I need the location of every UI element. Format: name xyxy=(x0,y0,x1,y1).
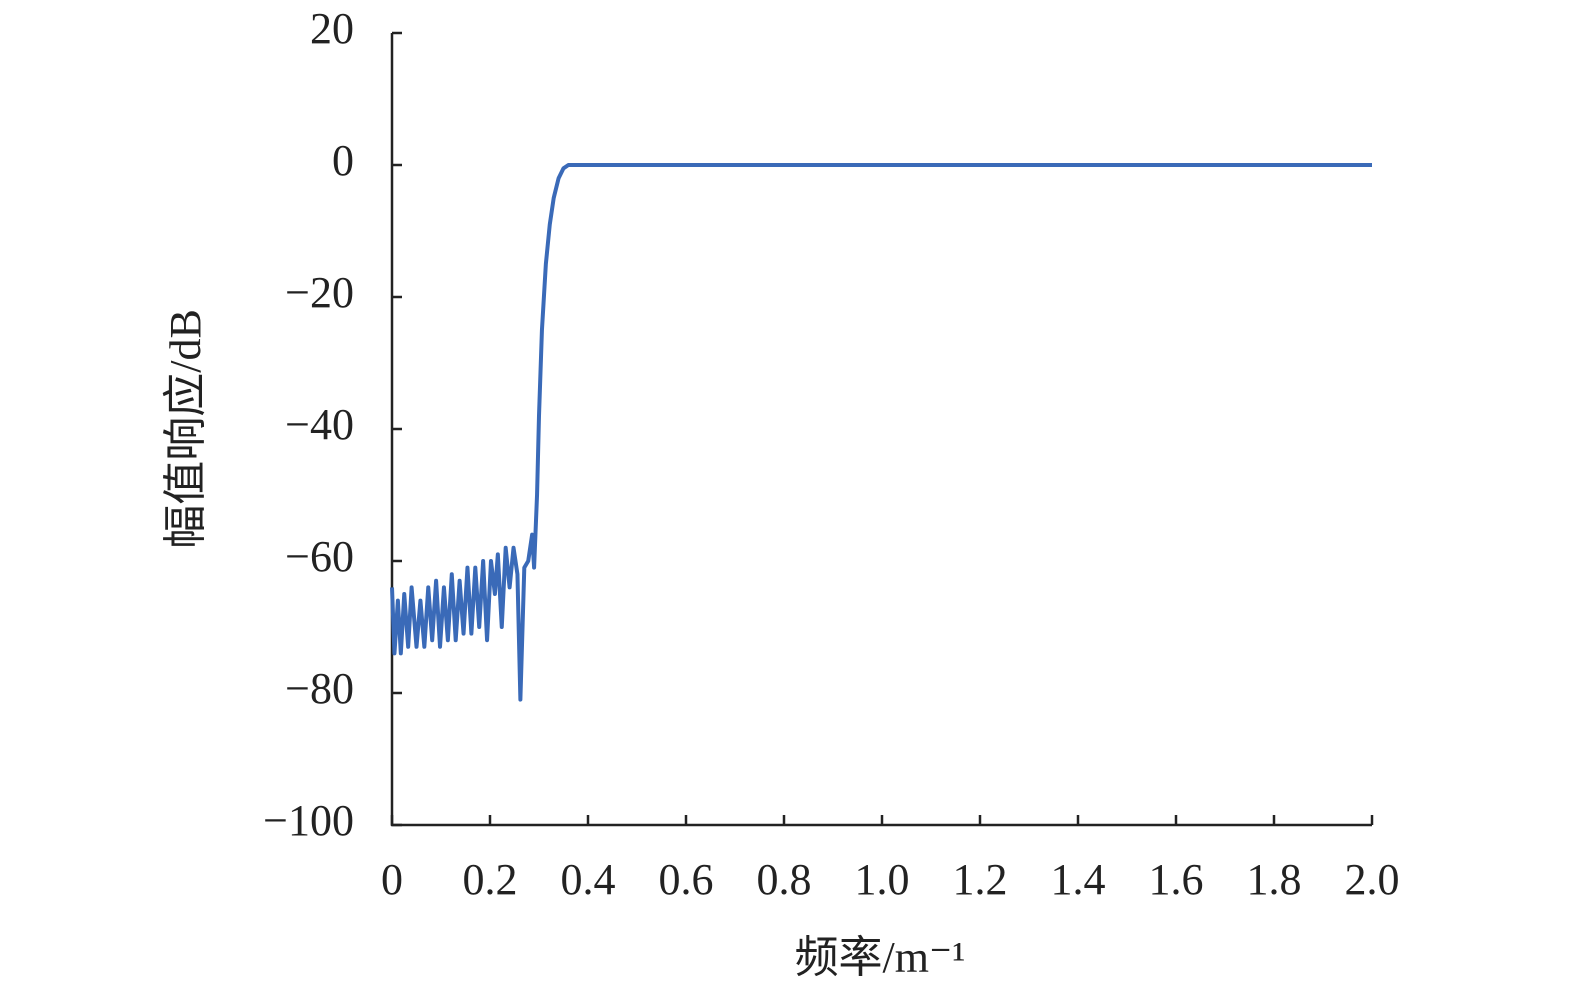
x-axis-label: 频率/m⁻¹ xyxy=(795,933,966,982)
x-tick-label: 0.4 xyxy=(561,855,616,904)
x-tick-label: 0.2 xyxy=(463,855,518,904)
x-tick-label: 0.6 xyxy=(659,855,714,904)
y-tick-label: −80 xyxy=(285,664,354,713)
x-tick-label: 1.4 xyxy=(1051,855,1106,904)
x-tick-label: 0.8 xyxy=(757,855,812,904)
x-tick-label: 1.2 xyxy=(953,855,1008,904)
x-tick-label: 0 xyxy=(381,855,403,904)
x-tick-label: 1.0 xyxy=(855,855,910,904)
data-line xyxy=(390,163,1372,702)
x-tick-label: 1.6 xyxy=(1149,855,1204,904)
y-axis-label: 幅值响应/dB xyxy=(161,309,210,549)
y-tick-label: 0 xyxy=(332,136,354,185)
y-tick-label: −100 xyxy=(263,796,354,845)
x-tick-label: 2.0 xyxy=(1345,855,1400,904)
y-tick-label: −60 xyxy=(285,532,354,581)
y-tick-label: −20 xyxy=(285,268,354,317)
y-tick-label: 20 xyxy=(310,4,354,53)
y-tick-label: −40 xyxy=(285,400,354,449)
x-tick-label: 1.8 xyxy=(1247,855,1302,904)
